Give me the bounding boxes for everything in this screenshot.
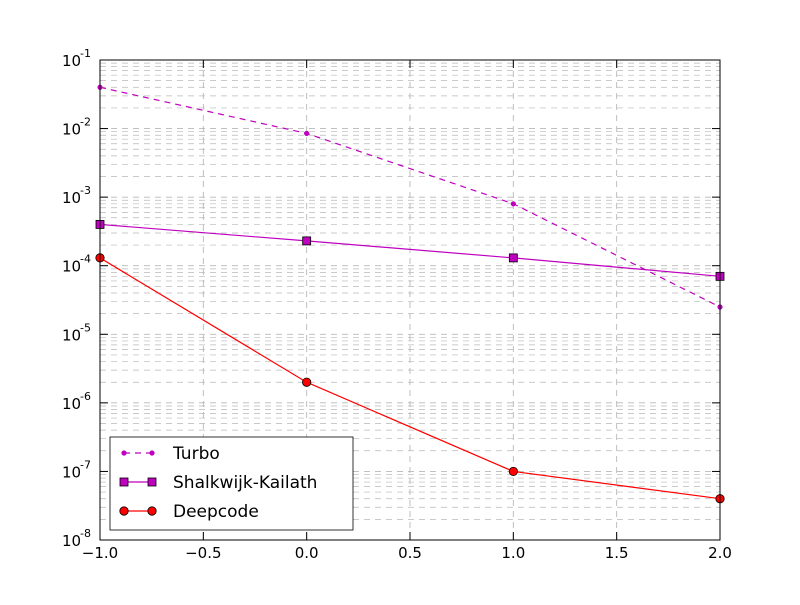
legend-marker-1-b bbox=[147, 477, 157, 487]
legend-marker-0-b bbox=[149, 450, 155, 456]
y-tick-label-base: 10 bbox=[62, 258, 81, 276]
legend-marker-1-a bbox=[119, 477, 129, 487]
series-2-point-2 bbox=[508, 466, 518, 477]
legend-label: Shalkwijk-Kailath bbox=[173, 473, 317, 493]
y-tick-label: 10-5 bbox=[62, 321, 91, 344]
x-tick-label: 0.5 bbox=[398, 544, 422, 562]
y-tick-label-base: 10 bbox=[62, 121, 81, 139]
legend-marker-2-b bbox=[147, 506, 157, 516]
y-tick-label: 10-6 bbox=[62, 390, 91, 413]
x-tick-label: 0.0 bbox=[295, 544, 319, 562]
y-tick-label-exponent: -7 bbox=[80, 458, 91, 471]
axes-layer: −1.0 −0.5 0.0 0.5 1.0 1.5 2.010-810-710-610-51… bbox=[62, 47, 732, 562]
y-tick-label-base: 10 bbox=[62, 532, 81, 550]
y-tick-label: 10-7 bbox=[62, 458, 91, 481]
legend-entry-1: Shalkwijk-Kailath bbox=[119, 473, 317, 493]
series-line-0 bbox=[99, 86, 721, 308]
y-tick-label: 10-3 bbox=[62, 184, 91, 207]
x-tick-label: 1.5 bbox=[605, 544, 629, 562]
y-tick-label-exponent: -2 bbox=[80, 116, 91, 129]
legend-entry-0: Turbo bbox=[121, 444, 220, 464]
y-tick-label: 10-2 bbox=[62, 116, 91, 139]
y-tick-label-exponent: -3 bbox=[80, 184, 91, 197]
y-tick-label: 10-8 bbox=[62, 527, 91, 550]
x-tick-label: −0.5 bbox=[185, 544, 221, 562]
series-0-point-2 bbox=[510, 201, 516, 207]
y-tick-label-base: 10 bbox=[62, 326, 81, 344]
legend-label: Deepcode bbox=[173, 502, 259, 522]
legend: Turbo Shalkwijk-Kailath Deepcode bbox=[109, 436, 354, 531]
legend-marker-2-a bbox=[119, 506, 129, 516]
x-tick-label: −1.0 bbox=[82, 544, 118, 562]
legend-marker-0-a bbox=[121, 450, 127, 456]
series-1-point-2 bbox=[508, 253, 518, 263]
y-tick-label-exponent: -8 bbox=[80, 527, 91, 540]
series-0-point-1 bbox=[304, 130, 310, 137]
y-tick-label-exponent: -5 bbox=[80, 321, 91, 334]
series-0 bbox=[97, 84, 723, 310]
y-tick-label-exponent: -4 bbox=[80, 253, 91, 266]
y-tick-label-base: 10 bbox=[62, 52, 81, 70]
y-tick-label-base: 10 bbox=[62, 189, 81, 207]
series-2 bbox=[95, 253, 725, 504]
legend-label: Turbo bbox=[172, 444, 220, 464]
series-2-point-1 bbox=[302, 377, 312, 387]
y-tick-label-exponent: -6 bbox=[80, 390, 91, 403]
y-tick-label-base: 10 bbox=[62, 395, 81, 413]
series-line-2 bbox=[99, 257, 721, 500]
x-tick-label: 2.0 bbox=[708, 544, 732, 562]
y-tick-label: 10-4 bbox=[62, 253, 91, 276]
y-tick-label: 10-1 bbox=[62, 47, 91, 70]
legend-entry-2: Deepcode bbox=[119, 502, 259, 522]
series-line-1 bbox=[99, 223, 721, 277]
series-1-point-1 bbox=[302, 236, 312, 246]
y-tick-label-base: 10 bbox=[62, 463, 81, 481]
x-tick-label: 1.0 bbox=[501, 544, 525, 562]
y-tick-label-exponent: -1 bbox=[80, 47, 91, 60]
